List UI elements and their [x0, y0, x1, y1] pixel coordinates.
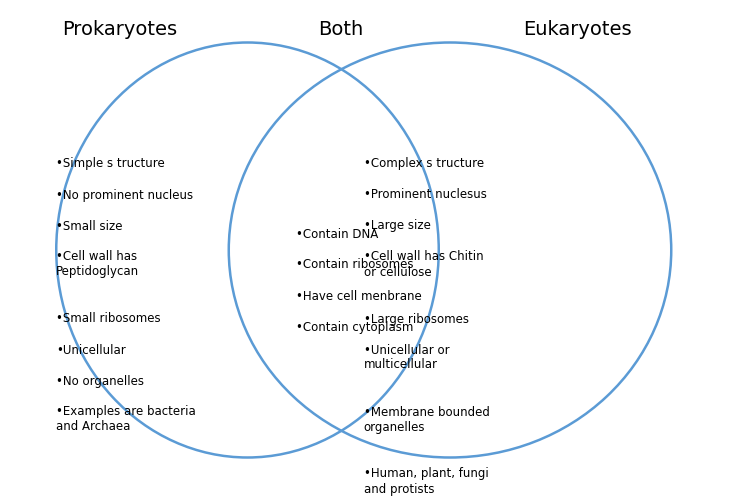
Text: •Contain ribosomes: •Contain ribosomes	[296, 258, 414, 272]
Text: •Prominent nuclesus: •Prominent nuclesus	[364, 188, 487, 202]
Text: •Large size: •Large size	[364, 220, 430, 232]
Text: •Contain DNA: •Contain DNA	[296, 228, 379, 240]
Text: •Examples are bacteria 
and Archaea: •Examples are bacteria and Archaea	[56, 406, 200, 433]
Text: Eukaryotes: Eukaryotes	[524, 20, 632, 39]
Text: •Complex s tructure: •Complex s tructure	[364, 158, 484, 170]
Text: •Small ribosomes: •Small ribosomes	[56, 312, 160, 326]
Text: •No organelles: •No organelles	[56, 374, 144, 388]
Text: •Cell wall has Chitin 
or cellulose: •Cell wall has Chitin or cellulose	[364, 250, 488, 278]
Text: •Small size: •Small size	[56, 220, 123, 232]
Text: •Have cell menbrane: •Have cell menbrane	[296, 290, 422, 302]
Text: •Contain cytoplasm: •Contain cytoplasm	[296, 320, 414, 334]
Text: •Unicellular or 
multicellular: •Unicellular or multicellular	[364, 344, 453, 371]
Text: •Unicellular: •Unicellular	[56, 344, 126, 356]
Text: Prokaryotes: Prokaryotes	[62, 20, 178, 39]
Text: Both: Both	[319, 20, 364, 39]
Text: •Membrane bounded 
organelles: •Membrane bounded organelles	[364, 406, 494, 433]
Text: •Simple s tructure: •Simple s tructure	[56, 158, 165, 170]
Text: •No prominent nucleus: •No prominent nucleus	[56, 188, 194, 202]
Text: •Cell wall has 
Peptidoglycan: •Cell wall has Peptidoglycan	[56, 250, 141, 278]
Text: •Human, plant, fungi 
and protists: •Human, plant, fungi and protists	[364, 468, 492, 495]
Text: •Large ribosomes: •Large ribosomes	[364, 312, 469, 326]
